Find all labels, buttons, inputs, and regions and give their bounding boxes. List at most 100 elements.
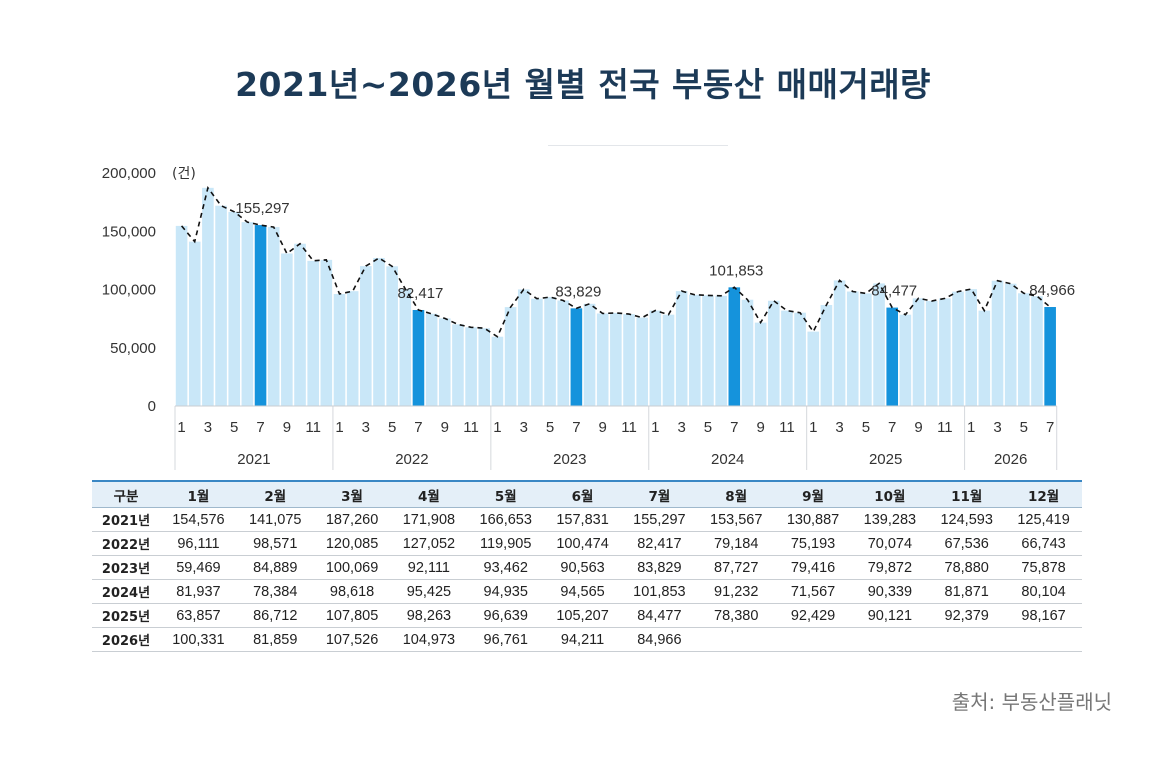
table-cell: 101,853 xyxy=(620,579,698,604)
bar xyxy=(781,310,793,406)
table-cell: 127,052 xyxy=(390,531,468,556)
table-row-header: 2025년 xyxy=(92,603,160,628)
table-cell: 82,417 xyxy=(620,531,698,556)
table-cell: 75,878 xyxy=(1005,555,1082,580)
table-cell: 100,474 xyxy=(544,531,621,556)
month-tick-label: 3 xyxy=(204,419,212,436)
bar xyxy=(807,331,820,406)
table-row: 2024년 81,937 78,384 98,618 95,425 94,935 94,56… xyxy=(92,579,1082,604)
table-cell: 154,576 xyxy=(160,507,237,532)
table-cell: 79,872 xyxy=(851,555,929,580)
table-cell: 171,908 xyxy=(390,507,468,532)
table-body: 2021년 154,576 141,075 187,260 171,908 166,653… xyxy=(92,507,1082,652)
month-tick-label: 7 xyxy=(572,419,580,436)
bar-highlight xyxy=(254,225,267,406)
data-label: 84,477 xyxy=(871,283,917,300)
data-label: 82,417 xyxy=(398,285,444,302)
table-cell: 84,889 xyxy=(236,555,314,580)
table-header-cell: 구분 xyxy=(92,480,160,508)
table-cell xyxy=(1005,627,1082,652)
month-tick-label: 3 xyxy=(362,419,370,436)
bar xyxy=(465,327,477,406)
bar xyxy=(294,243,306,406)
table-cell: 155,297 xyxy=(620,507,698,532)
month-tick-label: 11 xyxy=(779,419,795,436)
table-cell: 78,880 xyxy=(928,555,1006,580)
month-tick-label: 7 xyxy=(730,419,738,436)
table-cell: 86,712 xyxy=(236,603,314,628)
table-header-cell: 4월 xyxy=(390,480,468,508)
month-tick-label: 7 xyxy=(888,419,896,436)
table-cell: 84,966 xyxy=(620,627,698,652)
bar-highlight xyxy=(1044,307,1056,406)
month-tick-label: 5 xyxy=(862,419,870,436)
chart-title: 2021년~2026년 월별 전국 부동산 매매거래량 xyxy=(235,65,931,104)
table-cell: 83,829 xyxy=(620,555,698,580)
bar xyxy=(754,322,767,406)
table-cell xyxy=(851,627,929,652)
bar xyxy=(360,266,372,406)
month-tick-label: 5 xyxy=(546,419,554,436)
month-tick-label: 3 xyxy=(677,419,685,436)
month-tick-label: 1 xyxy=(967,419,975,436)
table-cell xyxy=(928,627,1006,652)
data-label: 101,853 xyxy=(709,262,763,279)
bar xyxy=(504,307,517,406)
bar xyxy=(452,324,464,406)
table-cell: 107,526 xyxy=(313,627,391,652)
month-tick-label: 5 xyxy=(230,419,238,436)
table-header-cell: 2월 xyxy=(236,480,314,508)
table-cell: 139,283 xyxy=(851,507,929,532)
table-cell: 125,419 xyxy=(1005,507,1082,532)
month-tick-label: 9 xyxy=(914,419,922,436)
table-row-header: 2021년 xyxy=(92,507,160,532)
table-row: 2021년 154,576 141,075 187,260 171,908 166,653… xyxy=(92,507,1082,532)
table-row-header: 2026년 xyxy=(92,627,160,652)
table-header-cell: 7월 xyxy=(620,480,698,508)
table-cell: 96,761 xyxy=(467,627,545,652)
bar xyxy=(912,298,925,406)
table-cell: 92,429 xyxy=(774,603,852,628)
data-label: 84,966 xyxy=(1029,282,1075,299)
month-tick-label: 7 xyxy=(414,419,422,436)
table-cell: 92,379 xyxy=(928,603,1006,628)
table-cell: 100,331 xyxy=(160,627,237,652)
month-tick-label: 9 xyxy=(441,419,449,436)
table-cell: 96,639 xyxy=(467,603,545,628)
year-label: 2022 xyxy=(395,451,428,468)
bar xyxy=(241,222,254,406)
y-tick-label: 150,000 xyxy=(102,223,156,240)
table-cell: 84,477 xyxy=(620,603,698,628)
table-cell: 141,075 xyxy=(236,507,314,532)
table-cell: 98,167 xyxy=(1005,603,1082,628)
month-tick-label: 1 xyxy=(335,419,343,436)
bar xyxy=(281,253,293,406)
month-tick-label: 3 xyxy=(993,419,1001,436)
table-cell: 94,935 xyxy=(467,579,545,604)
source-note: 출처: 부동산플래닛 xyxy=(951,690,1112,714)
table-cell: 98,263 xyxy=(390,603,468,628)
month-tick-label: 9 xyxy=(283,419,291,436)
data-label: 155,297 xyxy=(235,200,289,217)
year-label: 2025 xyxy=(869,451,902,468)
table-cell: 153,567 xyxy=(697,507,775,532)
month-tick-label: 11 xyxy=(463,419,479,436)
month-tick-label: 1 xyxy=(651,419,659,436)
bar xyxy=(939,298,951,406)
bar xyxy=(517,289,530,406)
bar-highlight xyxy=(412,309,425,406)
table-cell: 120,085 xyxy=(313,531,391,556)
year-label: 2021 xyxy=(237,451,270,468)
month-tick-label: 7 xyxy=(256,419,264,436)
table-cell: 157,831 xyxy=(544,507,621,532)
table-row-header: 2022년 xyxy=(92,531,160,556)
y-tick-label: 200,000 xyxy=(102,165,156,182)
bar-highlight xyxy=(728,287,741,406)
table-cell: 98,571 xyxy=(236,531,314,556)
bar xyxy=(675,291,688,406)
bar xyxy=(965,289,977,406)
bar xyxy=(373,257,385,406)
bar xyxy=(1031,296,1043,406)
table-row: 2026년 100,331 81,859 107,526 104,973 96,761 94… xyxy=(92,627,1082,652)
table-cell xyxy=(774,627,852,652)
